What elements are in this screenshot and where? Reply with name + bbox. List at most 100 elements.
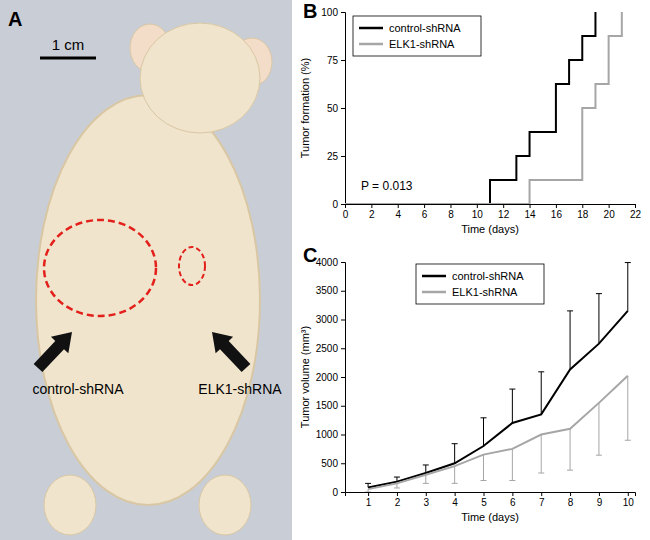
tick-label: 10 [623, 497, 635, 508]
tick-label: 14 [524, 209, 536, 220]
tick-mark [368, 492, 369, 496]
tick: 4000 [316, 257, 345, 268]
panel-label: B [303, 0, 317, 22]
axis-line [346, 205, 636, 209]
tick-mark [609, 204, 610, 208]
tick-label: 3 [424, 497, 430, 508]
tick-mark [341, 320, 345, 321]
tick: 12 [498, 204, 510, 220]
y-axis: 0255075100 [321, 7, 345, 210]
tick-mark [426, 492, 427, 496]
error-bar [596, 294, 602, 344]
legend-box [416, 264, 544, 304]
error-bar [625, 263, 631, 311]
tick-label: 22 [630, 209, 642, 220]
error-bar [538, 435, 544, 474]
tick-mark [341, 12, 345, 13]
chart: 02468101214161820220255075100Time (days)… [299, 7, 641, 235]
tick-mark [397, 492, 398, 496]
tick: 10 [623, 492, 635, 508]
panel-label: A [8, 8, 22, 30]
tick-mark [541, 492, 542, 496]
mouse-head [140, 23, 260, 133]
tick-label: 7 [539, 497, 545, 508]
error-bar [596, 403, 602, 455]
tick-label: 4 [395, 209, 401, 220]
tick-mark [341, 108, 345, 109]
legend-label: control-shRNA [389, 22, 461, 34]
tick-mark [341, 348, 345, 349]
axis-line [341, 13, 346, 205]
tick-mark [599, 492, 600, 496]
tumor-outline [44, 220, 156, 316]
tick-mark [341, 156, 345, 157]
tick: 0 [332, 199, 345, 210]
photo-label: control-shRNA [32, 381, 124, 397]
tick-mark [341, 262, 345, 263]
tick: 9 [597, 492, 603, 508]
tick-mark [341, 291, 345, 292]
legend-swatch [359, 43, 383, 46]
error-bar [625, 376, 631, 440]
tick-label: 75 [327, 55, 339, 66]
legend-label: ELK1-shRNA [452, 286, 518, 298]
error-bar [481, 455, 487, 481]
annotation: P = 0.013 [361, 179, 413, 193]
tick: 3500 [316, 285, 345, 296]
mouse-body [36, 95, 260, 505]
series-line [368, 376, 628, 489]
x-axis: 12345678910 [346, 492, 636, 508]
error-bar [567, 311, 573, 370]
tick-mark [530, 204, 531, 208]
tick: 18 [577, 204, 589, 220]
tick-label: 100 [321, 7, 338, 18]
tick: 16 [551, 204, 563, 220]
error-bar [394, 477, 400, 482]
tick-mark [341, 492, 345, 493]
plot-area [345, 12, 622, 204]
photo-label: ELK1-shRNA [198, 381, 282, 397]
error-bar [481, 418, 487, 446]
tick-mark [341, 60, 345, 61]
tick: 4 [452, 492, 458, 508]
tick: 2 [369, 204, 375, 220]
tick-label: 10 [472, 209, 484, 220]
error-bar [365, 489, 371, 492]
tick-mark [341, 204, 345, 205]
tick: 75 [327, 55, 345, 66]
tick-label: 0 [332, 487, 338, 498]
tick-label: 1000 [316, 429, 339, 440]
tick-mark [450, 204, 451, 208]
tick: 0 [332, 487, 345, 498]
tick: 2000 [316, 372, 345, 383]
legend-label: control-shRNA [452, 270, 524, 282]
tick: 3000 [316, 314, 345, 325]
error-bar [567, 429, 573, 470]
tick: 5 [481, 492, 487, 508]
legend-box [353, 16, 481, 56]
tick: 7 [539, 492, 545, 508]
tick-mark [371, 204, 372, 208]
tick-mark [635, 204, 636, 208]
tick: 1 [366, 492, 372, 508]
tick-label: 8 [448, 209, 454, 220]
tick-mark [341, 377, 345, 378]
error-bar [394, 483, 400, 488]
tick: 1500 [316, 400, 345, 411]
tick-label: 0 [332, 199, 338, 210]
tick-mark [398, 204, 399, 208]
series-line [368, 311, 628, 488]
tick: 8 [448, 204, 454, 220]
tick: 8 [568, 492, 574, 508]
tick: 20 [604, 204, 616, 220]
tick-mark [484, 492, 485, 496]
tick-label: 12 [498, 209, 510, 220]
tick: 22 [630, 204, 642, 220]
tick-label: 8 [568, 497, 574, 508]
scale-bar [40, 57, 96, 60]
tick-label: 20 [604, 209, 616, 220]
error-bar [423, 465, 429, 473]
tick-label: 1500 [316, 400, 339, 411]
scale-bar-label: 1 cm [52, 36, 85, 53]
tick-mark [503, 204, 504, 208]
